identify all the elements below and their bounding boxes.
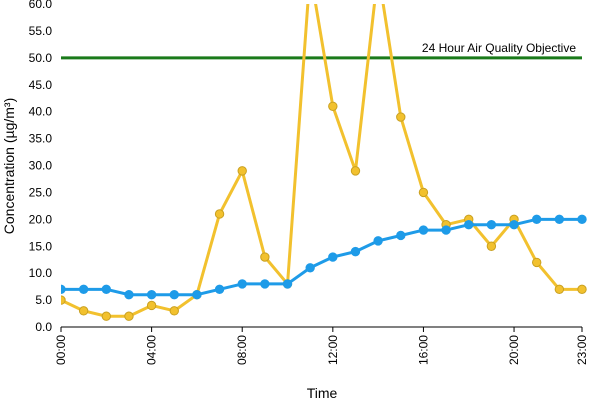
- data-point: [418, 225, 429, 235]
- data-point: [328, 252, 338, 262]
- data-point: [146, 290, 157, 300]
- data-point: [260, 279, 270, 289]
- data-point: [350, 246, 361, 257]
- y-tick-label: 20.0: [29, 212, 53, 226]
- data-point: [396, 112, 406, 122]
- data-point: [350, 166, 361, 176]
- y-tick-label: 0.0: [35, 320, 52, 334]
- y-axis-title: Concentration (µg/m³): [1, 98, 17, 234]
- data-point: [531, 214, 542, 225]
- y-tick-label: 10.0: [29, 266, 53, 280]
- data-point: [124, 290, 134, 300]
- data-point: [509, 220, 519, 230]
- y-tick-label: 35.0: [29, 132, 53, 146]
- data-point: [418, 187, 429, 198]
- data-point: [78, 284, 89, 295]
- x-axis-ticks: 00:00 04:00 08:00 12:00 16:00 20:00 23:00: [54, 327, 589, 365]
- data-point: [486, 220, 497, 230]
- data-point: [192, 290, 202, 300]
- x-tick-label: 04:00: [145, 335, 159, 365]
- x-tick-label: 16:00: [416, 335, 430, 365]
- x-tick-label: 00:00: [54, 335, 68, 365]
- data-point: [101, 284, 112, 295]
- y-tick-label: 30.0: [29, 159, 53, 173]
- y-tick-label: 50.0: [29, 51, 53, 65]
- y-tick-label: 45.0: [29, 78, 53, 92]
- data-point: [577, 214, 587, 225]
- data-point: [396, 230, 406, 241]
- data-point: [237, 166, 247, 176]
- data-point: [146, 300, 157, 311]
- data-point: [464, 220, 474, 230]
- data-point: [554, 284, 565, 295]
- series-layer: [61, 4, 587, 321]
- data-point: [124, 311, 134, 321]
- data-point: [486, 241, 497, 251]
- data-point: [61, 295, 66, 305]
- data-point: [169, 306, 179, 316]
- data-point: [305, 263, 315, 273]
- y-tick-label: 55.0: [29, 24, 53, 38]
- y-tick-label: 40.0: [29, 105, 53, 119]
- x-tick-label: 20:00: [507, 335, 521, 365]
- y-tick-label: 15.0: [29, 239, 53, 253]
- y-tick-label: 25.0: [29, 185, 53, 199]
- data-point: [61, 284, 66, 295]
- data-point: [214, 209, 225, 219]
- data-point: [260, 252, 270, 262]
- data-point: [101, 311, 112, 321]
- data-point: [328, 101, 338, 111]
- data-point: [373, 236, 383, 246]
- data-point: [78, 306, 89, 316]
- x-tick-label: 23:00: [575, 335, 589, 365]
- y-axis-ticks: 0.0 5.0 10.0 15.0 20.0 25.0 30.0 35.0 40.0 45.0 50…: [29, 0, 53, 334]
- x-tick-label: 12:00: [326, 335, 340, 365]
- x-tick-label: 08:00: [235, 335, 249, 365]
- series-1: [61, 4, 587, 321]
- y-tick-label: 60.0: [29, 0, 53, 11]
- data-point: [577, 284, 587, 295]
- y-tick-label: 5.0: [35, 293, 52, 307]
- data-point: [531, 257, 542, 268]
- data-point: [237, 279, 247, 289]
- data-point: [214, 284, 225, 295]
- x-axis-title: Time: [307, 385, 338, 400]
- data-point: [169, 290, 179, 300]
- data-point: [441, 225, 451, 235]
- series-0: [61, 214, 587, 300]
- reference-line-label: 24 Hour Air Quality Objective: [422, 41, 576, 55]
- data-point: [554, 214, 565, 225]
- data-point: [282, 279, 293, 289]
